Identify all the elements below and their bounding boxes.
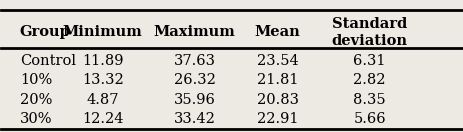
Text: 33.42: 33.42	[174, 112, 216, 126]
Text: 35.96: 35.96	[174, 93, 216, 107]
Text: 2.82: 2.82	[353, 73, 386, 87]
Text: 21.81: 21.81	[257, 73, 298, 87]
Text: 23.54: 23.54	[257, 54, 298, 68]
Text: 5.66: 5.66	[353, 112, 386, 126]
Text: 20%: 20%	[20, 93, 52, 107]
Text: 26.32: 26.32	[174, 73, 216, 87]
Text: Group: Group	[20, 25, 70, 39]
Text: 22.91: 22.91	[257, 112, 298, 126]
Text: 10%: 10%	[20, 73, 52, 87]
Text: 11.89: 11.89	[82, 54, 123, 68]
Text: Standard
deviation: Standard deviation	[332, 17, 407, 48]
Text: 6.31: 6.31	[353, 54, 386, 68]
Text: 37.63: 37.63	[174, 54, 216, 68]
Text: Control: Control	[20, 54, 76, 68]
Text: Maximum: Maximum	[154, 25, 236, 39]
Text: Minimum: Minimum	[63, 25, 143, 39]
Text: 13.32: 13.32	[82, 73, 124, 87]
Text: 8.35: 8.35	[353, 93, 386, 107]
Text: Mean: Mean	[255, 25, 300, 39]
Text: 4.87: 4.87	[87, 93, 119, 107]
Text: 20.83: 20.83	[257, 93, 299, 107]
Text: 30%: 30%	[20, 112, 52, 126]
Text: 12.24: 12.24	[82, 112, 123, 126]
